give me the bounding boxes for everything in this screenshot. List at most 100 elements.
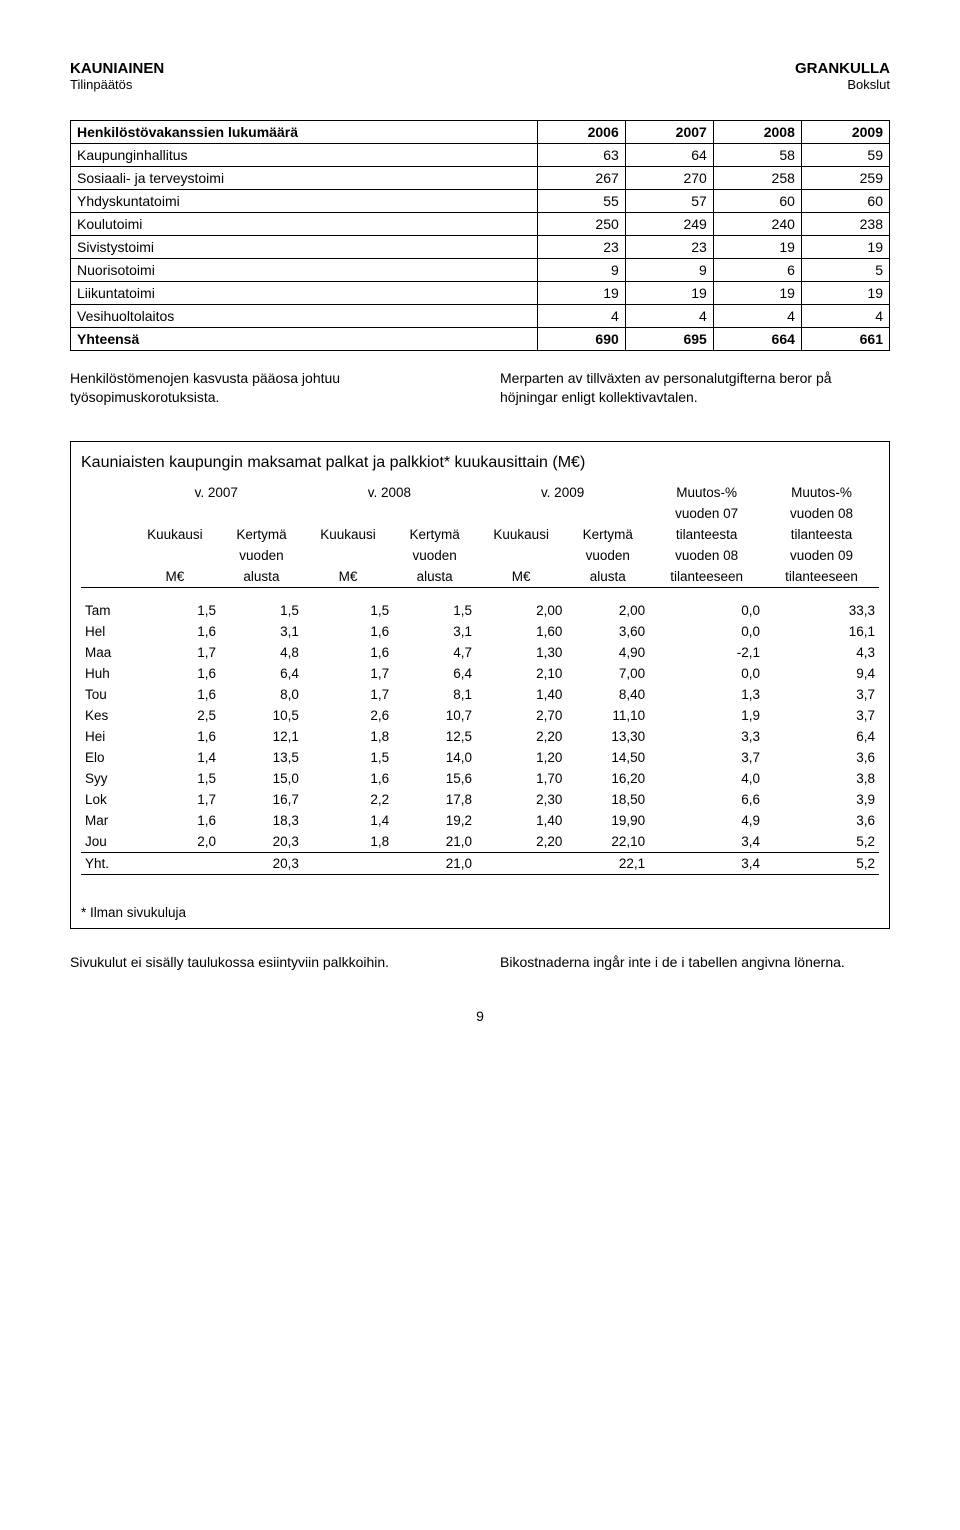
row-value: 1,8 <box>303 831 393 853</box>
table-row: Huh1,66,41,76,42,107,000,09,4 <box>81 663 879 684</box>
sub3-i: tilanteeseen <box>764 566 879 588</box>
yhdr-2009: v. 2009 <box>476 482 649 503</box>
month-label: Jou <box>81 831 130 853</box>
row-value: 1,5 <box>220 600 303 621</box>
row-value: 15,0 <box>220 768 303 789</box>
row-value: 19 <box>801 282 889 305</box>
row-value: 5 <box>801 259 889 282</box>
sub1-h: vuoden 07 <box>649 503 764 524</box>
paragraph-block-1: Henkilöstömenojen kasvusta pääosa johtuu… <box>70 369 890 407</box>
row-value: 12,1 <box>220 726 303 747</box>
sub1-g: Kertymä <box>566 524 649 545</box>
row-value: 1,70 <box>476 768 566 789</box>
row-value: 3,4 <box>649 831 764 853</box>
yhdr-m2: Muutos-% <box>764 482 879 503</box>
row-value: 18,50 <box>566 789 649 810</box>
sub1-f: Kuukausi <box>476 524 566 545</box>
month-label: Maa <box>81 642 130 663</box>
row-value: 267 <box>537 167 625 190</box>
para2-right: Bikostnaderna ingår inte i de i tabellen… <box>500 953 890 972</box>
sub2-i: vuoden 09 <box>764 545 879 566</box>
row-value: 1,5 <box>303 747 393 768</box>
row-value: 0,0 <box>649 663 764 684</box>
row-value: 259 <box>801 167 889 190</box>
row-value: 0,0 <box>649 600 764 621</box>
para2-left: Sivukulut ei sisälly taulukossa esiintyv… <box>70 953 460 972</box>
t2-total-1: 20,3 <box>220 852 303 874</box>
month-label: Tam <box>81 600 130 621</box>
sub1-c: Kertymä <box>220 524 303 545</box>
row-value: 3,6 <box>764 810 879 831</box>
row-value: 8,40 <box>566 684 649 705</box>
row-value: 2,10 <box>476 663 566 684</box>
row-value: 33,3 <box>764 600 879 621</box>
table-row: Mar1,618,31,419,21,4019,904,93,6 <box>81 810 879 831</box>
row-value: 1,7 <box>303 663 393 684</box>
row-value: 1,8 <box>303 726 393 747</box>
row-value: 3,7 <box>764 705 879 726</box>
row-value: 238 <box>801 213 889 236</box>
table-row: Elo1,413,51,514,01,2014,503,73,6 <box>81 747 879 768</box>
row-value: 3,1 <box>220 621 303 642</box>
row-value: 3,9 <box>764 789 879 810</box>
sub3-e: alusta <box>393 566 476 588</box>
sub3-c: alusta <box>220 566 303 588</box>
row-value: 22,10 <box>566 831 649 853</box>
salaries-title: Kauniaisten kaupungin maksamat palkat ja… <box>81 454 879 472</box>
row-value: 1,6 <box>303 621 393 642</box>
sub1b-i: tilanteesta <box>764 524 879 545</box>
table-row: Hei1,612,11,812,52,2013,303,36,4 <box>81 726 879 747</box>
row-value: 4,90 <box>566 642 649 663</box>
row-value: 19 <box>713 282 801 305</box>
row-value: 1,6 <box>130 684 220 705</box>
row-value: 2,20 <box>476 831 566 853</box>
sub3-b: M€ <box>130 566 220 588</box>
row-label: Koulutoimi <box>71 213 538 236</box>
total-v1: 695 <box>625 328 713 351</box>
row-value: -2,1 <box>649 642 764 663</box>
row-label: Vesihuoltolaitos <box>71 305 538 328</box>
row-value: 2,30 <box>476 789 566 810</box>
row-value: 64 <box>625 144 713 167</box>
row-value: 12,5 <box>393 726 476 747</box>
row-value: 16,20 <box>566 768 649 789</box>
row-value: 1,5 <box>130 600 220 621</box>
row-value: 23 <box>537 236 625 259</box>
row-value: 1,60 <box>476 621 566 642</box>
page-number: 9 <box>70 1008 890 1024</box>
row-label: Yhdyskuntatoimi <box>71 190 538 213</box>
t2-total-5: 22,1 <box>566 852 649 874</box>
row-value: 60 <box>801 190 889 213</box>
row-value: 13,30 <box>566 726 649 747</box>
sub3-d: M€ <box>303 566 393 588</box>
row-value: 23 <box>625 236 713 259</box>
sub2-h: vuoden 08 <box>649 545 764 566</box>
row-value: 240 <box>713 213 801 236</box>
para-left: Henkilöstömenojen kasvusta pääosa johtuu… <box>70 369 460 407</box>
row-value: 2,2 <box>303 789 393 810</box>
row-value: 2,00 <box>566 600 649 621</box>
row-value: 55 <box>537 190 625 213</box>
row-value: 1,6 <box>130 663 220 684</box>
sub1-e: Kertymä <box>393 524 476 545</box>
header-left-sub: Tilinpäätös <box>70 77 164 92</box>
total-v3: 661 <box>801 328 889 351</box>
row-value: 19,2 <box>393 810 476 831</box>
row-value: 3,6 <box>764 747 879 768</box>
row-value: 5,2 <box>764 831 879 853</box>
paragraph-block-2: Sivukulut ei sisälly taulukossa esiintyv… <box>70 953 890 972</box>
row-value: 59 <box>801 144 889 167</box>
row-value: 11,10 <box>566 705 649 726</box>
row-value: 1,7 <box>130 789 220 810</box>
sub3-g: alusta <box>566 566 649 588</box>
row-value: 3,8 <box>764 768 879 789</box>
table-row: Vesihuoltolaitos4444 <box>71 305 890 328</box>
sub3-h: tilanteeseen <box>649 566 764 588</box>
sub2-c: vuoden <box>220 545 303 566</box>
row-value: 4 <box>713 305 801 328</box>
month-label: Mar <box>81 810 130 831</box>
year-2009: 2009 <box>801 121 889 144</box>
month-label: Elo <box>81 747 130 768</box>
salaries-table: v. 2007 v. 2008 v. 2009 Muutos-% Muutos-… <box>81 482 879 891</box>
row-value: 4,3 <box>764 642 879 663</box>
